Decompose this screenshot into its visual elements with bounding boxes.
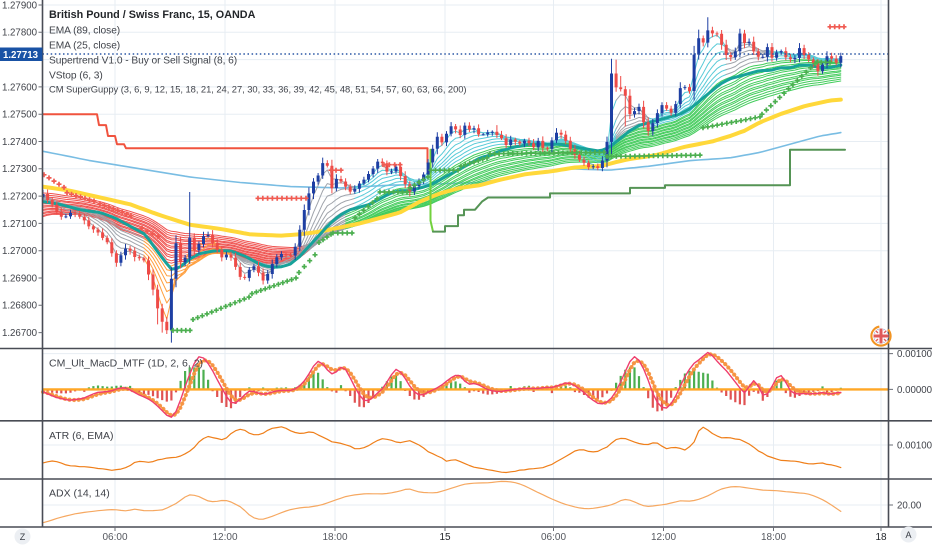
svg-text:06:00: 06:00 (102, 532, 127, 543)
svg-text:1.26900: 1.26900 (2, 273, 38, 284)
svg-text:1.27000: 1.27000 (2, 246, 38, 257)
svg-text:15: 15 (439, 532, 451, 543)
svg-text:1.27100: 1.27100 (2, 219, 38, 230)
svg-text:0.00000: 0.00000 (897, 385, 932, 396)
svg-text:18: 18 (875, 532, 887, 543)
svg-text:CM SuperGuppy (3, 6, 9, 12, 15: CM SuperGuppy (3, 6, 9, 12, 15, 18, 21, … (49, 84, 467, 95)
svg-text:1.27800: 1.27800 (2, 28, 38, 39)
svg-text:0.00100: 0.00100 (897, 440, 932, 451)
svg-text:EMA (89, close): EMA (89, close) (49, 26, 120, 37)
svg-text:1.27200: 1.27200 (2, 192, 38, 203)
svg-text:1.27713: 1.27713 (3, 50, 39, 61)
svg-text:20.00: 20.00 (897, 500, 922, 511)
svg-text:12:00: 12:00 (212, 532, 237, 543)
svg-text:06:00: 06:00 (541, 532, 566, 543)
svg-text:12:00: 12:00 (651, 532, 676, 543)
svg-text:0.00100: 0.00100 (897, 349, 932, 360)
svg-text:1.27900: 1.27900 (2, 0, 38, 11)
svg-text:1.26700: 1.26700 (2, 328, 38, 339)
svg-text:18:00: 18:00 (761, 532, 786, 543)
svg-text:VStop (6, 3): VStop (6, 3) (49, 71, 103, 82)
svg-text:18:00: 18:00 (322, 532, 347, 543)
svg-text:1.27400: 1.27400 (2, 137, 38, 148)
svg-text:Supertrend V1.0 - Buy or Sell: Supertrend V1.0 - Buy or Sell Signal (8,… (49, 56, 237, 67)
svg-text:British Pound / Swiss Franc, 1: British Pound / Swiss Franc, 15, OANDA (49, 9, 256, 21)
svg-text:ATR (6, EMA): ATR (6, EMA) (49, 430, 114, 442)
svg-text:1.26800: 1.26800 (2, 301, 38, 312)
svg-text:Z: Z (20, 532, 26, 542)
svg-text:A: A (905, 530, 911, 540)
svg-text:1.27300: 1.27300 (2, 164, 38, 175)
svg-text:EMA (25, close): EMA (25, close) (49, 41, 120, 52)
svg-text:CM_Ult_MacD_MTF (1D, 2, 6, 2): CM_Ult_MacD_MTF (1D, 2, 6, 2) (49, 358, 203, 370)
svg-text:1.27600: 1.27600 (2, 82, 38, 93)
svg-text:1.27500: 1.27500 (2, 110, 38, 121)
svg-text:ADX (14, 14): ADX (14, 14) (49, 488, 110, 500)
